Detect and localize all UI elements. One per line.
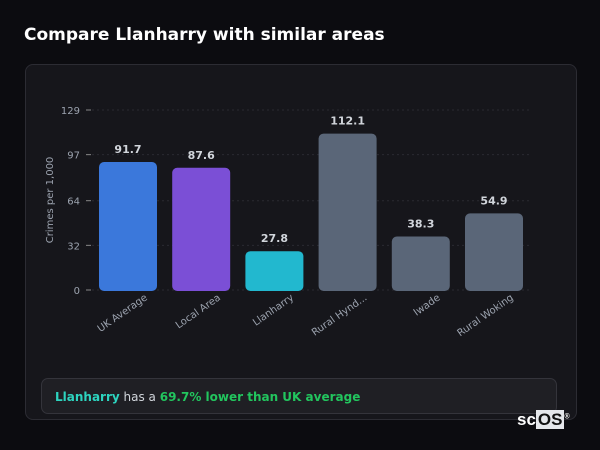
- bar: [99, 162, 157, 291]
- x-tick-label: UK Average: [96, 292, 150, 334]
- bar: [172, 167, 231, 291]
- bar-value-label: 54.9: [480, 194, 507, 207]
- bar-value-label: 112.1: [330, 115, 365, 128]
- summary-connector: has a: [119, 390, 160, 404]
- scos-logo: sc OS ®: [517, 410, 570, 429]
- bar-value-label: 38.3: [407, 218, 434, 231]
- bar-value-label: 87.6: [188, 149, 215, 162]
- comparison-summary: Llanharry has a 69.7% lower than UK aver…: [41, 378, 557, 414]
- bar: [318, 133, 377, 291]
- y-tick-label: 97: [67, 151, 80, 162]
- bar: [465, 213, 523, 291]
- bar: [245, 251, 304, 291]
- summary-comparison: 69.7% lower than UK average: [159, 390, 361, 404]
- bar-value-label: 91.7: [114, 143, 141, 156]
- x-tick-label: Llanharry: [251, 292, 296, 328]
- summary-area: Llanharry: [55, 390, 120, 404]
- y-axis-label: Crimes per 1,000: [45, 157, 56, 244]
- x-tick-label: Rural Hynd...: [310, 292, 369, 338]
- bar-value-label: 27.8: [261, 232, 288, 245]
- y-tick-label: 0: [74, 286, 80, 297]
- x-tick-label: Iwade: [412, 292, 443, 318]
- y-tick-label: 129: [61, 106, 80, 117]
- bar: [391, 236, 450, 291]
- y-tick-label: 32: [67, 241, 80, 252]
- x-tick-label: Rural Woking: [456, 292, 516, 339]
- x-tick-label: Local Area: [174, 292, 223, 331]
- y-tick-label: 64: [67, 197, 80, 208]
- page-title: Compare Llanharry with similar areas: [24, 25, 385, 45]
